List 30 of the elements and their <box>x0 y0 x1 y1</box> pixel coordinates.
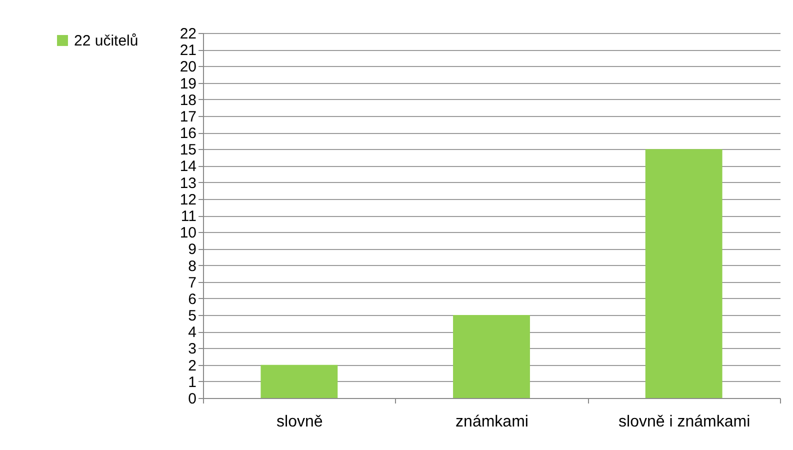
legend-label: 22 učitelů <box>74 32 138 50</box>
y-tick-label: 0 <box>188 390 196 408</box>
y-tick-label: 14 <box>180 158 196 176</box>
y-tick-label: 8 <box>188 258 196 275</box>
y-tick-label: 9 <box>188 241 196 258</box>
y-tick-label: 19 <box>180 75 196 92</box>
y-tick-label: 16 <box>180 125 196 142</box>
y-tick-label: 18 <box>180 92 196 109</box>
y-tick-label: 6 <box>188 290 196 308</box>
x-tick-label: slovně i známkami <box>618 414 750 430</box>
y-tick-label: 3 <box>188 340 196 358</box>
y-tick-label: 12 <box>180 191 196 208</box>
y-tick-label: 7 <box>188 274 196 292</box>
y-tick-label: 10 <box>180 224 196 242</box>
y-tick-label: 4 <box>188 324 196 342</box>
y-tick-label: 21 <box>180 42 196 60</box>
y-tick-label: 11 <box>180 208 196 225</box>
y-tick-label: 5 <box>188 308 196 325</box>
bar <box>453 315 530 398</box>
y-tick-label: 20 <box>180 58 196 76</box>
bar <box>645 149 722 398</box>
y-tick-label: 1 <box>188 374 196 391</box>
y-tick-label: 15 <box>180 142 196 159</box>
bar <box>260 364 338 398</box>
y-tick-label: 13 <box>180 174 196 192</box>
x-tick-label: slovně <box>276 414 323 430</box>
x-tick-label: známkami <box>456 414 528 430</box>
y-tick-label: 22 <box>180 26 196 42</box>
y-tick-label: 2 <box>188 357 196 374</box>
y-tick-label: 17 <box>180 108 196 126</box>
